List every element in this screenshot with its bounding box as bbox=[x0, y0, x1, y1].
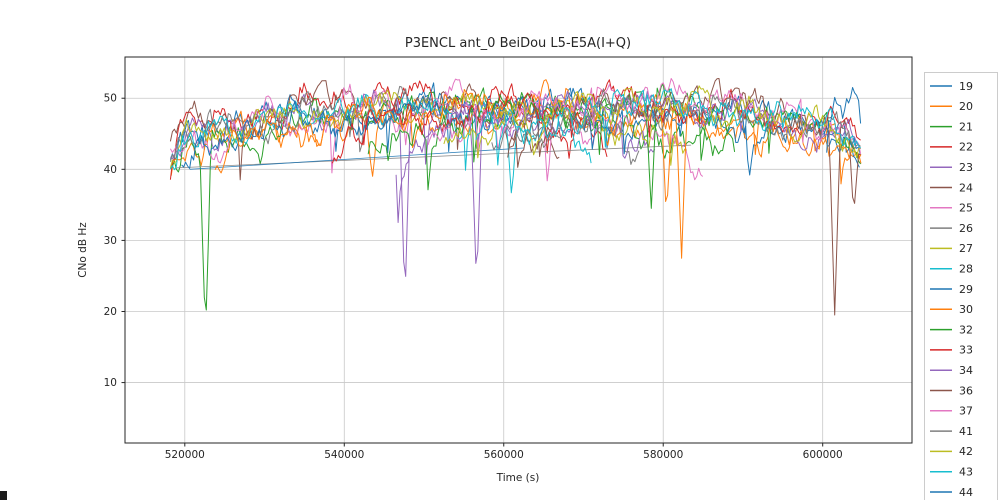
series-sparse-segment-26 bbox=[175, 144, 692, 169]
legend-label-22: 22 bbox=[959, 141, 973, 154]
legend-box bbox=[924, 72, 998, 500]
series-line-44 bbox=[826, 87, 862, 153]
legend-label-42: 42 bbox=[959, 445, 973, 458]
plot-frame bbox=[124, 56, 913, 444]
series-lines bbox=[169, 78, 862, 316]
x-tick-label: 560000 bbox=[484, 449, 524, 461]
x-tick-label: 540000 bbox=[324, 449, 364, 461]
legend-label-21: 21 bbox=[959, 120, 973, 133]
x-axis-label: Time (s) bbox=[496, 472, 540, 484]
cropped-ui-fragment bbox=[0, 491, 7, 500]
series-line-28 bbox=[169, 93, 592, 194]
series-line-43 bbox=[475, 88, 861, 166]
y-tick-label: 30 bbox=[104, 235, 117, 247]
legend-label-25: 25 bbox=[959, 202, 973, 215]
y-tick-label: 20 bbox=[104, 306, 117, 318]
series-line-21 bbox=[170, 87, 736, 311]
legend-label-34: 34 bbox=[959, 364, 973, 377]
legend-label-26: 26 bbox=[959, 222, 973, 235]
legend-label-29: 29 bbox=[959, 283, 973, 296]
x-tick-label: 520000 bbox=[165, 449, 205, 461]
series-line-23 bbox=[170, 89, 656, 277]
legend-label-24: 24 bbox=[959, 181, 973, 194]
legend-label-32: 32 bbox=[959, 323, 973, 336]
y-tick-label: 40 bbox=[104, 164, 117, 176]
series-line-30 bbox=[214, 79, 862, 259]
y-tick-label: 10 bbox=[104, 377, 117, 389]
legend: 19 20 21 22 23 24 25 26 27 28 29 30 32 33 34 36 37 41 42 43… bbox=[924, 72, 998, 500]
legend-label-20: 20 bbox=[959, 100, 973, 113]
legend-label-30: 30 bbox=[959, 303, 973, 316]
y-tick-label: 50 bbox=[104, 93, 117, 105]
series-line-29 bbox=[181, 87, 860, 176]
x-tick-label: 600000 bbox=[803, 449, 843, 461]
plot-border bbox=[124, 56, 913, 444]
y-axis-label: CNo dB Hz bbox=[77, 222, 89, 278]
chart-title: P3ENCL ant_0 BeiDou L5-E5A(I+Q) bbox=[405, 36, 631, 51]
legend-label-28: 28 bbox=[959, 263, 973, 276]
legend-label-37: 37 bbox=[959, 405, 973, 418]
legend-label-27: 27 bbox=[959, 242, 973, 255]
series-line-41 bbox=[491, 88, 861, 151]
series-sparse-segment-29 bbox=[189, 147, 524, 170]
legend-label-44: 44 bbox=[959, 486, 973, 499]
series-line-42 bbox=[443, 85, 861, 159]
legend-label-19: 19 bbox=[959, 80, 973, 93]
legend-label-36: 36 bbox=[959, 384, 973, 397]
legend-label-43: 43 bbox=[959, 466, 973, 479]
axis-ticks: 520000 540000 560000 580000 600000 10 20 30 40 50 bbox=[104, 93, 843, 461]
legend-label-33: 33 bbox=[959, 344, 973, 357]
legend-label-41: 41 bbox=[959, 425, 973, 438]
legend-label-23: 23 bbox=[959, 161, 973, 174]
x-tick-label: 580000 bbox=[643, 449, 683, 461]
